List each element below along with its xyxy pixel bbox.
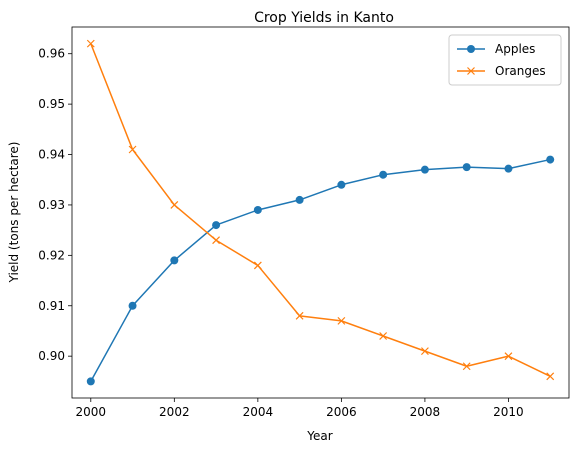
apples-point	[504, 164, 513, 173]
legend-label-oranges: Oranges	[495, 64, 546, 78]
oranges-point	[295, 311, 304, 320]
y-axis-label: Yield (tons per hectare)	[7, 142, 21, 284]
apples-point	[379, 170, 388, 179]
apples-point	[295, 195, 304, 204]
legend-item-apples: Apples	[457, 42, 535, 56]
plot-frame	[71, 26, 570, 399]
x-tick-label: 2006	[326, 405, 357, 419]
axis-ticks: 2000 2002 2004 2006 2008 2010 0.90 0.91 0.92 0.93…	[38, 47, 523, 419]
oranges-point	[420, 347, 429, 356]
oranges-point	[170, 201, 179, 209]
y-tick-label: 0.96	[38, 47, 65, 61]
y-tick-label: 0.90	[38, 349, 65, 363]
oranges-line	[90, 43, 551, 378]
oranges-point	[504, 352, 513, 361]
legend: Apples Oranges	[448, 34, 562, 86]
chart-title: Crop Yields in Kanto	[254, 10, 394, 26]
oranges-point	[128, 145, 137, 154]
x-tick-label: 2004	[243, 405, 274, 419]
oranges-point	[379, 332, 388, 340]
x-tick-label: 2008	[410, 405, 441, 419]
y-tick-label: 0.91	[38, 299, 65, 313]
x-tick-label: 2002	[159, 405, 190, 419]
apples-point	[86, 377, 95, 386]
apples-point	[253, 205, 262, 214]
apples-point	[546, 155, 555, 164]
y-tick-label: 0.94	[38, 148, 65, 162]
legend-label-apples: Apples	[495, 42, 535, 56]
legend-marker-apples	[467, 45, 475, 53]
series-oranges	[86, 39, 555, 381]
y-tick-label: 0.92	[38, 248, 65, 262]
oranges-point	[546, 372, 555, 381]
apples-point	[128, 301, 137, 310]
series-layer	[86, 39, 555, 386]
legend-item-oranges: Oranges	[457, 64, 546, 78]
oranges-point	[86, 39, 95, 48]
x-tick-label: 2000	[76, 405, 107, 419]
oranges-point	[212, 236, 221, 245]
y-tick-label: 0.95	[38, 97, 65, 111]
plot-area	[72, 27, 569, 398]
apples-point	[337, 180, 346, 189]
series-apples	[86, 155, 555, 386]
oranges-point	[462, 362, 471, 371]
apples-line	[90, 158, 551, 382]
legend-box	[448, 34, 562, 86]
y-tick-label: 0.93	[38, 198, 65, 212]
apples-point	[462, 163, 471, 172]
apples-point	[170, 256, 179, 265]
apples-point	[420, 165, 429, 174]
oranges-point	[337, 316, 346, 325]
x-tick-label: 2010	[493, 405, 524, 419]
legend-marker-oranges	[467, 67, 475, 75]
oranges-point	[253, 261, 262, 270]
apples-point	[212, 221, 221, 230]
x-axis-label: Year	[306, 429, 332, 443]
